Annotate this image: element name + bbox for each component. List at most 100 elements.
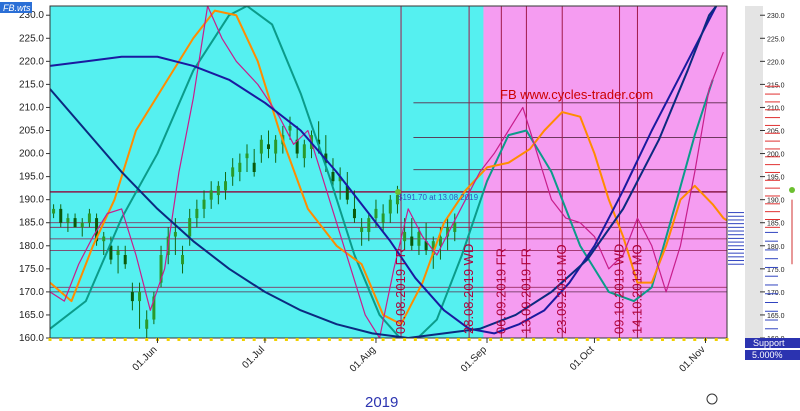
y-tick-label: 210.0 — [19, 102, 44, 113]
right-tick-label: 210.0 — [767, 105, 785, 112]
candle-body — [403, 231, 407, 242]
candle-body — [395, 195, 399, 205]
support-box[interactable] — [745, 338, 800, 348]
x-minor-tick — [650, 338, 654, 341]
x-minor-tick — [252, 338, 256, 341]
x-minor-tick — [510, 338, 514, 341]
candle-body — [73, 218, 77, 228]
x-minor-tick — [48, 338, 52, 341]
cycle-date-label: 23.09.2019 MO — [554, 244, 569, 334]
cycle-date-label: 28.08.2019 WD — [461, 244, 476, 334]
candle-body — [216, 185, 220, 196]
x-minor-tick — [69, 338, 73, 341]
right-scale-bg — [745, 6, 763, 338]
x-minor-tick — [295, 338, 299, 341]
x-minor-tick — [489, 338, 493, 341]
x-minor-tick — [360, 338, 364, 341]
support-percent: 5.000% — [752, 350, 783, 360]
scroll-marker-icon[interactable] — [706, 393, 718, 405]
candle-body — [87, 213, 91, 223]
candle-body — [331, 172, 335, 182]
x-minor-tick — [639, 338, 643, 341]
x-minor-tick — [714, 338, 718, 341]
x-minor-tick — [145, 338, 149, 341]
x-minor-tick — [628, 338, 632, 341]
candle-body — [195, 208, 199, 219]
x-minor-tick — [618, 338, 622, 341]
x-minor-tick — [112, 338, 116, 341]
candle-body — [66, 218, 70, 223]
x-minor-tick — [532, 338, 536, 341]
candle-body — [410, 236, 414, 246]
candle-body — [116, 250, 120, 255]
candle-body — [238, 162, 242, 172]
candle-body — [123, 255, 127, 265]
x-minor-tick — [682, 338, 686, 341]
candle-body — [202, 199, 206, 209]
cycle-series-5 — [50, 6, 718, 338]
cycle-date-label: 09.08.2019 FR — [393, 248, 408, 334]
candle-body — [188, 218, 192, 237]
x-minor-tick — [231, 338, 235, 341]
y-tick-label: 160.0 — [19, 333, 44, 344]
x-minor-tick — [413, 338, 417, 341]
x-minor-tick — [188, 338, 192, 341]
x-minor-tick — [166, 338, 170, 341]
x-tick-label: 01.Aug — [348, 344, 378, 374]
y-tick-label: 230.0 — [19, 10, 44, 21]
y-tick-label: 200.0 — [19, 149, 44, 160]
candle-body — [374, 208, 378, 219]
right-tick-label: 195.0 — [767, 175, 785, 182]
x-minor-tick — [456, 338, 460, 341]
file-tag-bg — [0, 2, 32, 13]
x-minor-tick — [542, 338, 546, 341]
x-minor-tick — [91, 338, 95, 341]
x-tick-label: 01.Jun — [131, 344, 160, 373]
y-tick-label: 185.0 — [19, 218, 44, 229]
x-minor-tick — [435, 338, 439, 341]
x-minor-tick — [467, 338, 471, 341]
y-tick-label: 170.0 — [19, 287, 44, 298]
candle-body — [302, 144, 306, 159]
candle-body — [138, 291, 142, 302]
y-tick-label: 180.0 — [19, 241, 44, 252]
x-tick-label: 01.Sep — [459, 344, 489, 374]
x-minor-tick — [349, 338, 353, 341]
right-tick-label: 220.0 — [767, 59, 785, 66]
candle-body — [209, 190, 213, 200]
y-tick-label: 175.0 — [19, 264, 44, 275]
cycle-date-label: 06.09.2019 FR — [493, 248, 508, 334]
candle-body — [381, 213, 385, 223]
x-minor-tick — [177, 338, 181, 341]
x-minor-tick — [317, 338, 321, 341]
candle-body — [338, 176, 342, 182]
y-tick-label: 195.0 — [19, 172, 44, 183]
x-minor-tick — [403, 338, 407, 341]
x-minor-tick — [671, 338, 675, 341]
x-minor-tick — [521, 338, 525, 341]
candle-body — [145, 319, 149, 329]
x-tick-label: 01.Oct — [568, 344, 597, 373]
candle-body — [295, 139, 299, 154]
x-minor-tick — [725, 338, 729, 341]
right-tick-label: 175.0 — [767, 267, 785, 274]
cycle-date-label: 14.10.2019 MO — [629, 244, 644, 334]
cycle-series-3 — [50, 6, 724, 338]
candle-body — [453, 222, 457, 232]
candle-body — [80, 222, 84, 228]
x-minor-tick — [338, 338, 342, 341]
x-minor-tick — [123, 338, 127, 341]
cycle-series-4 — [50, 6, 718, 335]
x-minor-tick — [59, 338, 63, 341]
x-minor-tick — [499, 338, 503, 341]
x-minor-tick — [575, 338, 579, 341]
x-minor-tick — [564, 338, 568, 341]
candle-body — [95, 218, 99, 242]
x-minor-tick — [198, 338, 202, 341]
x-minor-tick — [596, 338, 600, 341]
x-minor-tick — [392, 338, 396, 341]
x-minor-tick — [134, 338, 138, 341]
x-minor-tick — [446, 338, 450, 341]
support-pct-box[interactable] — [745, 350, 800, 360]
